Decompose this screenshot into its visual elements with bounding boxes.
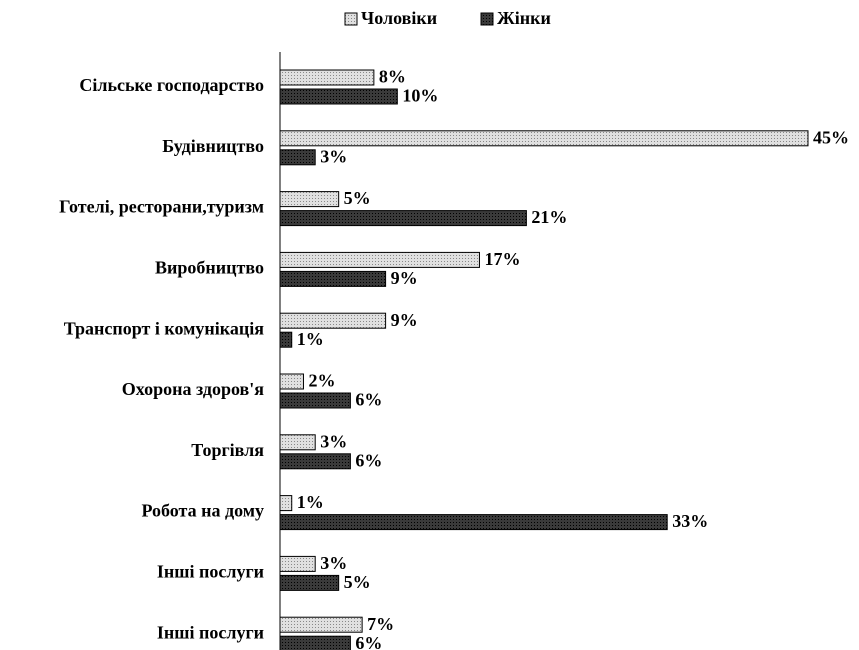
bar [279, 514, 668, 531]
value-label: 33% [672, 511, 708, 531]
bar [279, 495, 293, 512]
value-label: 17% [484, 249, 520, 269]
category-label: Торгівля [191, 440, 264, 460]
bar [279, 434, 316, 451]
value-label: 45% [813, 127, 849, 147]
bar [279, 270, 387, 287]
value-label: 1% [297, 492, 324, 512]
category-label: Охорона здоров'я [122, 379, 264, 399]
category-label: Виробництво [155, 258, 264, 278]
value-label: 10% [402, 86, 438, 106]
bar [279, 453, 351, 470]
value-label: 2% [308, 371, 335, 391]
bar [279, 392, 351, 409]
category-label: Готелі, ресторани,туризм [59, 197, 264, 217]
legend-swatch [344, 12, 358, 26]
bar [279, 555, 316, 572]
value-label: 6% [355, 390, 382, 410]
value-label: 9% [391, 268, 418, 288]
value-label: 9% [391, 310, 418, 330]
value-label: 1% [297, 329, 324, 349]
bar [279, 130, 809, 147]
category-label: Інші послуги [157, 562, 264, 582]
bar [279, 88, 398, 105]
value-label: 7% [367, 614, 394, 634]
value-label: 6% [355, 450, 382, 470]
legend-label: Жінки [497, 8, 551, 28]
bar [279, 616, 363, 633]
value-label: 6% [355, 633, 382, 650]
bar [279, 69, 375, 86]
bar [279, 635, 351, 650]
category-label: Будівництво [162, 136, 264, 156]
legend-label: Чоловіки [361, 8, 437, 28]
value-label: 5% [344, 572, 371, 592]
category-label: Інші послуги [157, 622, 264, 642]
legend-swatch [480, 12, 494, 26]
category-label: Робота на дому [141, 501, 264, 521]
category-label: Транспорт і комунікація [64, 318, 265, 338]
bar [279, 373, 304, 390]
bar [279, 251, 480, 268]
bar [279, 191, 340, 208]
bar [279, 149, 316, 166]
bar [279, 331, 293, 348]
value-label: 3% [320, 146, 347, 166]
value-label: 8% [379, 67, 406, 87]
bar [279, 210, 527, 227]
bar [279, 312, 387, 329]
bar [279, 574, 340, 591]
value-label: 21% [531, 207, 567, 227]
value-label: 3% [320, 431, 347, 451]
value-label: 3% [320, 553, 347, 573]
category-label: Сільське господарство [79, 75, 264, 95]
value-label: 5% [344, 188, 371, 208]
